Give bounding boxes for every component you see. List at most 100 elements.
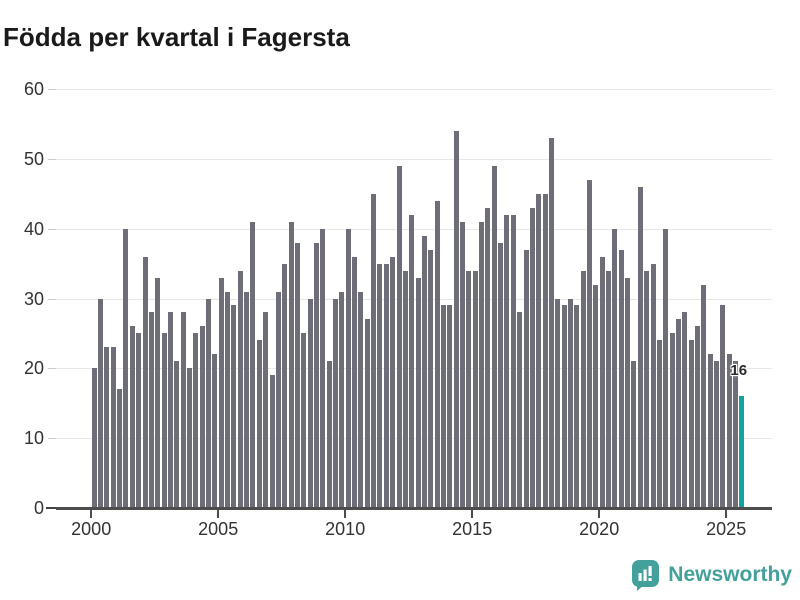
y-axis-tick-10 (48, 438, 56, 440)
page-title: Födda per kvartal i Fagersta (3, 22, 350, 53)
latest-value-label: 16 (730, 362, 748, 380)
x-axis-label-2015: 2015 (452, 519, 493, 539)
bar (307, 298, 313, 508)
bar (625, 277, 631, 508)
newsworthy-logo-text: Newsworthy (668, 563, 792, 586)
bar (123, 228, 129, 508)
bar (637, 186, 643, 508)
bar (199, 326, 205, 508)
bar (186, 368, 192, 508)
bar (174, 361, 180, 508)
bar (593, 284, 599, 508)
bar (352, 256, 358, 508)
x-axis-tick-2005 (217, 510, 220, 518)
y-axis-label-50: 50 (23, 148, 44, 169)
bar (644, 270, 650, 508)
x-axis-label-2020: 2020 (579, 519, 620, 539)
bar (618, 249, 624, 508)
bar (377, 263, 383, 508)
newsworthy-logo: Newsworthy (630, 558, 792, 592)
bar (479, 221, 485, 508)
bar (688, 340, 694, 508)
x-axis-tick-2015 (471, 510, 474, 518)
bar (669, 333, 675, 508)
bar (282, 263, 288, 508)
gridline-y-60 (56, 89, 772, 90)
y-axis-label-60: 60 (23, 79, 44, 99)
bar (294, 242, 300, 508)
bar (440, 305, 446, 508)
newsworthy-logo-icon (632, 560, 660, 591)
bar (504, 214, 510, 508)
gridline-y-50 (56, 158, 772, 160)
bar (129, 326, 135, 508)
bar (269, 375, 275, 508)
bar (409, 214, 415, 508)
bar (510, 214, 516, 508)
bar (231, 305, 237, 508)
bar (104, 347, 110, 508)
y-axis-label-40: 40 (23, 218, 44, 239)
x-axis-line (56, 507, 772, 510)
bar (396, 165, 402, 508)
bar (117, 389, 123, 508)
bar (225, 291, 231, 508)
bar (244, 291, 250, 508)
bar (707, 354, 713, 508)
bar (415, 277, 421, 508)
bar (472, 270, 478, 508)
bar (155, 277, 161, 508)
bar (517, 312, 523, 508)
bar (256, 340, 262, 508)
x-axis-tick-2020 (598, 510, 601, 518)
bar (682, 312, 688, 508)
bar-highlighted-latest (739, 396, 745, 508)
y-axis-tick-60 (48, 89, 56, 90)
bar (91, 368, 97, 508)
bar (460, 221, 465, 508)
y-axis-label-30: 30 (23, 288, 44, 309)
x-axis-label-2005: 2005 (198, 519, 239, 539)
bar (453, 130, 459, 508)
bar (701, 284, 707, 508)
x-axis-tick-2010 (344, 510, 347, 518)
x-axis-label-2010: 2010 (325, 519, 366, 539)
bar (650, 263, 656, 508)
bar (720, 305, 726, 508)
bar (428, 249, 434, 508)
bar (574, 305, 580, 508)
bar (383, 263, 389, 508)
bar (548, 137, 554, 508)
bar (193, 333, 199, 508)
y-axis-label-10: 10 (23, 428, 44, 449)
x-axis-label-2025: 2025 (706, 519, 747, 539)
bar (288, 221, 294, 508)
bar (167, 312, 173, 508)
bar (98, 298, 104, 508)
bar (320, 228, 326, 508)
bar (561, 305, 567, 508)
bar (275, 291, 281, 508)
bar (599, 256, 605, 508)
bar (542, 193, 548, 508)
bar (434, 200, 440, 508)
bar (580, 270, 586, 508)
bar (136, 333, 142, 508)
bar (390, 256, 396, 508)
x-axis-tick-2025 (725, 510, 728, 518)
x-axis-tick-2000 (90, 510, 93, 518)
bar (333, 298, 338, 508)
bar (364, 319, 370, 508)
bar (237, 270, 243, 508)
bar (663, 228, 669, 508)
bar (421, 235, 427, 508)
bar (161, 333, 167, 508)
bar (485, 207, 491, 508)
bar (110, 347, 116, 508)
bar (631, 361, 637, 508)
bar (263, 312, 269, 508)
bar (498, 242, 504, 508)
bar (523, 249, 529, 508)
bar (726, 354, 732, 508)
y-axis-tick-0 (46, 507, 56, 509)
